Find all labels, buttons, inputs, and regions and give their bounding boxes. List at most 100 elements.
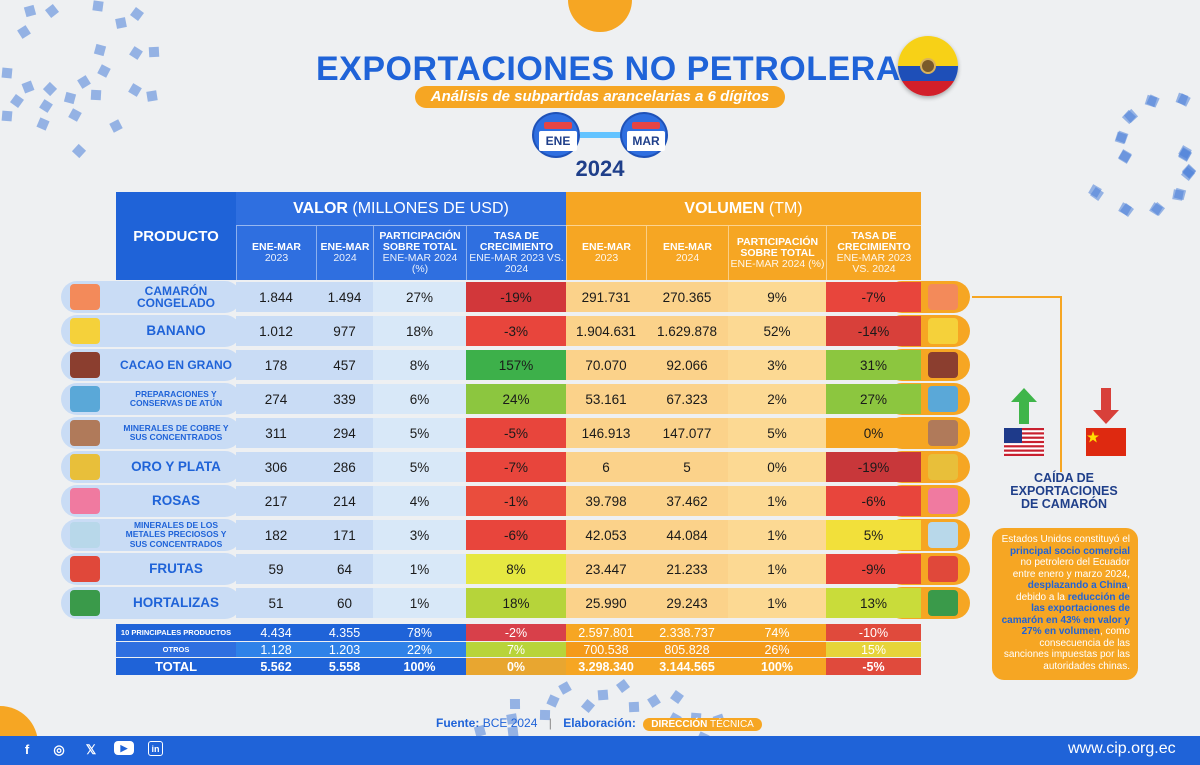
value-cell: 3% bbox=[373, 520, 466, 550]
value-cell: 67.323 bbox=[646, 384, 728, 414]
note-text: , como consecuencia de las sanciones imp… bbox=[1003, 626, 1130, 672]
summary-row: OTROS 1.128 1.203 22% 7% 700.538 805.828 26% 15% bbox=[116, 642, 921, 657]
rose-icon bbox=[928, 488, 958, 514]
decorative-square bbox=[67, 108, 82, 123]
value-cell: 1% bbox=[373, 588, 466, 618]
decorative-square bbox=[38, 99, 53, 114]
connector-line bbox=[972, 296, 1062, 298]
value-cell: 70.070 bbox=[566, 350, 646, 380]
summary-row: 10 PRINCIPALES PRODUCTOS 4.434 4.355 78% -2%… bbox=[116, 624, 921, 641]
highlighted-text: desplazando a China bbox=[1027, 580, 1128, 591]
value-cell: 182 bbox=[236, 520, 316, 550]
growth-cell: -19% bbox=[466, 282, 566, 312]
summary-cell: 805.828 bbox=[646, 642, 728, 657]
value-cell: 6 bbox=[566, 452, 646, 482]
decorative-square bbox=[36, 117, 50, 131]
product-name: FRUTAS bbox=[149, 561, 203, 576]
gold-bars-icon bbox=[928, 454, 958, 480]
summary-cell: 15% bbox=[826, 642, 921, 657]
decorative-square bbox=[581, 698, 596, 713]
decorative-square bbox=[23, 5, 37, 18]
period-year: 2024 bbox=[575, 156, 625, 181]
table-row: ORO Y PLATA 306 286 5% -7% 6 5 0% -19% bbox=[61, 451, 970, 483]
summary-cell: 2.597.801 bbox=[566, 624, 646, 641]
value-cell: 977 bbox=[316, 316, 373, 346]
exports-table: PRODUCTO VALOR (MILLONES DE USD) VOLUMEN… bbox=[61, 192, 970, 675]
youtube-icon[interactable]: ▶ bbox=[114, 741, 134, 755]
value-cell: 42.053 bbox=[566, 520, 646, 550]
banana-icon bbox=[928, 318, 958, 344]
decorative-square bbox=[115, 17, 128, 29]
summary-row: TOTAL 5.562 5.558 100% 0% 3.298.340 3.144.565 1… bbox=[116, 658, 921, 675]
decorative-square bbox=[1173, 187, 1187, 200]
value-cell: 1.629.878 bbox=[646, 316, 728, 346]
decorative-square bbox=[509, 699, 520, 710]
gold-bars-icon bbox=[70, 454, 100, 480]
note-text: , debido a la bbox=[1016, 580, 1130, 603]
summary-cell: 7% bbox=[466, 642, 566, 657]
arrow-down-icon bbox=[1093, 388, 1119, 424]
column-header: ENE-MAR 2023 bbox=[236, 226, 316, 280]
arrow-up-icon bbox=[1011, 388, 1037, 424]
website-link[interactable]: www.cip.org.ec bbox=[1068, 740, 1176, 757]
decorative-square bbox=[42, 81, 57, 96]
value-cell: 23.447 bbox=[566, 554, 646, 584]
social-links: f ◎ 𝕏 ▶ in bbox=[18, 741, 163, 761]
linkedin-icon[interactable]: in bbox=[148, 741, 163, 756]
decorative-square bbox=[90, 90, 102, 101]
precious-ore-icon bbox=[928, 522, 958, 548]
period-connector bbox=[580, 132, 622, 138]
value-header-title: VALOR (MILLONES DE USD) bbox=[236, 192, 566, 226]
column-header: PARTICIPACIÓN SOBRE TOTAL ENE-MAR 2024 (%… bbox=[373, 226, 466, 280]
summary-cell: 74% bbox=[728, 624, 826, 641]
summary-cell: 2.338.737 bbox=[646, 624, 728, 641]
decorative-square bbox=[1, 110, 12, 122]
column-header: PARTICIPACIÓN SOBRE TOTAL ENE-MAR 2024 (%… bbox=[728, 226, 826, 280]
value-cell: 5% bbox=[373, 452, 466, 482]
value-cell: 291.731 bbox=[566, 282, 646, 312]
instagram-icon[interactable]: ◎ bbox=[53, 742, 65, 757]
value-cell: 25.990 bbox=[566, 588, 646, 618]
footer-source: Fuente: BCE 2024 | Elaboración: DIRECCIÓ… bbox=[436, 716, 762, 731]
summary-cell: 100% bbox=[728, 658, 826, 675]
summary-cell: 5.558 bbox=[316, 658, 373, 675]
calendar-icon-to: MAR bbox=[620, 112, 668, 158]
footer-bar bbox=[0, 736, 1200, 765]
value-cell: 51 bbox=[236, 588, 316, 618]
decorative-square bbox=[148, 46, 160, 57]
decorative-square bbox=[91, 0, 104, 12]
fruits-icon bbox=[70, 556, 100, 582]
product-name: PREPARACIONES Y CONSERVAS DE ATÚN bbox=[129, 388, 223, 408]
vegetables-icon bbox=[70, 590, 100, 616]
value-cell: 1% bbox=[728, 588, 826, 618]
decorative-square bbox=[647, 693, 662, 708]
facebook-icon[interactable]: f bbox=[24, 742, 30, 757]
decorative-square bbox=[598, 689, 609, 701]
value-cell: 274 bbox=[236, 384, 316, 414]
decorative-circle-top bbox=[568, 0, 632, 32]
highlighted-text: principal socio comercial bbox=[1009, 545, 1130, 557]
value-cell: 1% bbox=[373, 554, 466, 584]
summary-cell: 4.355 bbox=[316, 624, 373, 641]
side-note: Estados Unidos constituyó el principal s… bbox=[992, 528, 1138, 680]
x-icon[interactable]: 𝕏 bbox=[85, 742, 97, 757]
value-cell: 294 bbox=[316, 418, 373, 448]
decorative-square bbox=[615, 678, 630, 693]
summary-cell: 700.538 bbox=[566, 642, 646, 657]
growth-cell: 5% bbox=[826, 520, 921, 550]
value-cell: 9% bbox=[728, 282, 826, 312]
summary-cell: 26% bbox=[728, 642, 826, 657]
product-name: ORO Y PLATA bbox=[131, 459, 221, 474]
growth-cell: 24% bbox=[466, 384, 566, 414]
decorative-square bbox=[546, 694, 560, 709]
value-cell: 44.084 bbox=[646, 520, 728, 550]
product-name: BANANO bbox=[146, 323, 206, 338]
summary-cell: -5% bbox=[826, 658, 921, 675]
decorative-square bbox=[21, 80, 35, 94]
note-text: Estados Unidos constituyó el bbox=[1001, 534, 1130, 545]
summary-cell: -10% bbox=[826, 624, 921, 641]
decorative-square bbox=[130, 7, 145, 22]
value-cell: 92.066 bbox=[646, 350, 728, 380]
cacao-icon bbox=[928, 352, 958, 378]
column-header: TASA DE CRECIMIENTO ENE-MAR 2023 VS. 2024 bbox=[466, 226, 566, 280]
